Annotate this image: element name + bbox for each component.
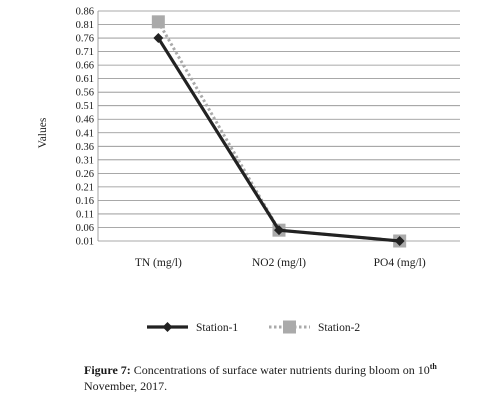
y-tick-label: 0.21 (76, 182, 94, 193)
data-point (153, 33, 164, 44)
x-category-label: PO4 (mg/l) (374, 257, 426, 269)
legend-item-station-2: Station-2 (269, 320, 360, 334)
x-category-labels: TN (mg/l) NO2 (mg/l) PO4 (mg/l) (135, 257, 426, 269)
series-line (156, 37, 400, 243)
y-tick-label: 0.01 (76, 237, 94, 248)
series-lines (151, 15, 407, 248)
series-station-2 (151, 15, 407, 248)
legend-label: Station-1 (196, 322, 238, 334)
y-tick-labels: 0.86 0.81 0.76 0.71 0.66 0.61 0.56 0.51 0.46 0.41… (76, 7, 94, 248)
legend-label: Station-2 (318, 322, 360, 334)
y-tick-label: 0.06 (76, 223, 94, 234)
figure-caption: Figure 7: Concentrations of surface wate… (84, 359, 484, 394)
series-station-1 (153, 33, 405, 246)
data-point (274, 225, 284, 236)
legend-marker (283, 320, 296, 334)
figure-label: Figure 7: (84, 363, 131, 377)
legend-item-station-1: Station-1 (147, 322, 238, 334)
y-tick-label: 0.36 (76, 142, 94, 153)
y-tick-label: 0.66 (76, 61, 94, 72)
x-category-label: TN (mg/l) (135, 257, 182, 269)
y-axis-title: Values (37, 117, 49, 148)
data-point (151, 15, 165, 29)
legend-marker (162, 322, 173, 332)
series-line (157, 21, 400, 243)
y-tick-label: 0.86 (76, 7, 94, 18)
x-category-label: NO2 (mg/l) (252, 257, 306, 269)
line-chart: 0.86 0.81 0.76 0.71 0.66 0.61 0.56 0.51 0.46 0.41… (37, 7, 460, 334)
y-tick-label: 0.56 (76, 88, 94, 99)
data-point (394, 236, 405, 246)
y-tick-label: 0.71 (76, 47, 94, 58)
y-tick-label: 0.76 (76, 34, 94, 45)
y-tick-label: 0.41 (76, 128, 94, 139)
y-tick-label: 0.51 (76, 101, 94, 112)
legend: Station-1 Station-2 (147, 320, 360, 334)
y-tick-label: 0.16 (76, 196, 94, 207)
caption-superscript: th (429, 362, 437, 371)
y-tick-label: 0.81 (76, 20, 94, 31)
y-tick-label: 0.31 (76, 155, 94, 166)
y-tick-label: 0.46 (76, 115, 94, 126)
gridlines (97, 10, 460, 242)
y-tick-label: 0.61 (76, 74, 94, 85)
y-tick-label: 0.26 (76, 169, 94, 180)
y-tick-label: 0.11 (76, 209, 94, 220)
caption-text: Concentrations of surface water nutrient… (130, 363, 430, 377)
caption-text-end: November, 2017. (84, 379, 168, 393)
